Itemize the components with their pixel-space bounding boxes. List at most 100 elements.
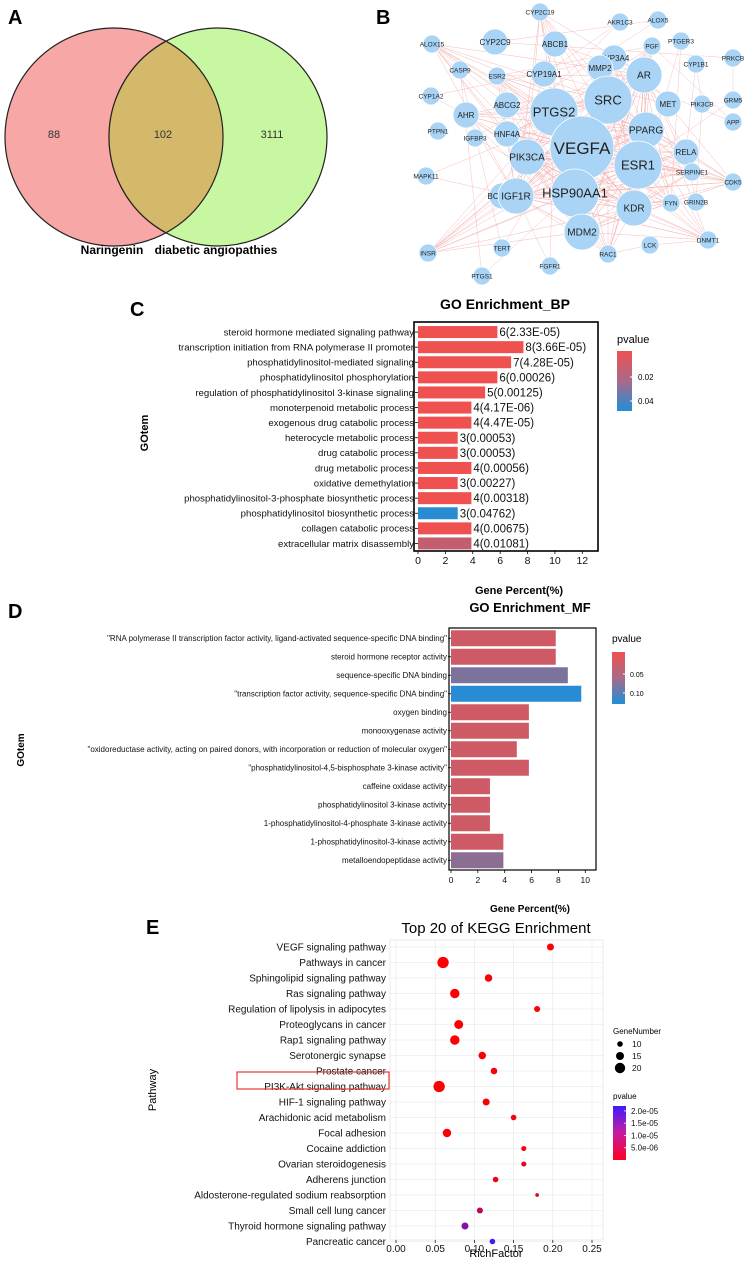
mf-bar-sequence-specific-dna-binding xyxy=(451,667,568,684)
mf-bar-transcription-factor-activity-sequence-specific- xyxy=(451,685,582,702)
network-node-esr2: ESR2 xyxy=(487,66,507,86)
network-node-label-fyn: FYN xyxy=(665,200,678,207)
network-node-vegfa: VEGFA xyxy=(549,115,615,181)
kegg-category-pathways-in-cancer: Pathways in cancer xyxy=(299,958,386,969)
kegg-category-aldosterone-regulated-sodium-reabsorption: Aldosterone-regulated sodium reabsorptio… xyxy=(194,1191,386,1202)
mf-bar-caffeine-oxidase-activity xyxy=(451,778,490,795)
network-node-label-mdm2: MDM2 xyxy=(567,228,597,239)
bp-bar-drug-metabolic-process xyxy=(418,461,472,474)
bp-plot-frame xyxy=(413,321,599,552)
kegg-color-legend-label-1: 1.5e-05 xyxy=(631,1119,659,1128)
kegg-point-ras-signaling-pathway xyxy=(450,988,460,999)
network-node-rac1: RAC1 xyxy=(598,244,618,264)
kegg-category-sphingolipid-signaling-pathway: Sphingolipid signaling pathway xyxy=(249,974,386,985)
network-node-label-met: MET xyxy=(660,100,677,109)
network-node-label-igfbp3: IGFBP3 xyxy=(463,135,487,142)
network-node-circle-esr1 xyxy=(613,140,663,190)
network-node-circle-rac1 xyxy=(598,244,618,264)
network-node-serpine1: SERPINE1 xyxy=(676,162,708,182)
kegg-category-arachidonic-acid-metabolism: Arachidonic acid metabolism xyxy=(259,1113,386,1124)
network-node-pik3cb: PIK3CB xyxy=(690,94,714,114)
ppi-network: CYP2C19 AKR1C3 ALOX5 ALOX15 CYP2C9 ABCB1 PGF PT… xyxy=(413,2,744,286)
venn-diagram: 88 102 3111 Naringenin diabetic angiopat… xyxy=(4,27,328,257)
network-node-pik3ca: PIK3CA xyxy=(508,138,546,176)
network-node-label-ar: AR xyxy=(637,71,651,82)
kegg-category-focal-adhesion: Focal adhesion xyxy=(318,1129,386,1140)
kegg-category-vegf-signaling-pathway: VEGF signaling pathway xyxy=(276,943,386,954)
bp-legend-title: pvalue xyxy=(617,334,649,346)
network-node-alox15: ALOX15 xyxy=(420,34,445,54)
network-node-label-cyp1b1: CYP1B1 xyxy=(684,61,709,68)
bp-legend-tick-label-1: 0.02 xyxy=(638,373,654,382)
network-node-circle-esr2 xyxy=(487,66,507,86)
network-node-cyp2c9: CYP2C9 xyxy=(479,28,511,56)
network-edge-hnf4a-akr1c3 xyxy=(506,21,621,135)
network-node-circle-igfbp3 xyxy=(465,128,485,148)
network-node-label-dnmt1: DNMT1 xyxy=(697,237,720,244)
venn-right-count: 3111 xyxy=(261,129,284,141)
network-node-circle-igf1r xyxy=(497,177,535,215)
kegg-point-regulation-of-lipolysis-in-adipocytes xyxy=(534,1005,541,1013)
network-node-label-casp9: CASP9 xyxy=(449,67,471,74)
bp-y-axis-label: GOtem xyxy=(139,414,151,451)
network-node-circle-ptger3 xyxy=(671,31,691,51)
bp-bar-transcription-initiation-from-rna-polymerase-ii- xyxy=(418,341,524,354)
bp-data-label-drug-metabolic-process: 4(0.00056) xyxy=(473,463,529,475)
mf-legend: pvalue 0.05 0.10 xyxy=(612,634,644,704)
mf-x-tick-label-0: 0 xyxy=(449,875,454,885)
network-node-circle-alox5 xyxy=(648,10,668,30)
kegg-point-vegf-signaling-pathway xyxy=(546,943,554,951)
kegg-category-pancreatic-cancer: Pancreatic cancer xyxy=(306,1237,387,1248)
bp-bar-phosphatidylinositol-3-phosphate-biosynthetic-pr xyxy=(418,492,472,505)
network-edge-insr-bcl2l1 xyxy=(427,195,503,254)
kegg-point-rap1-signaling-pathway xyxy=(450,1035,460,1045)
kegg-category-hif-1-signaling-pathway: HIF-1 signaling pathway xyxy=(279,1098,386,1109)
network-node-label-hsp90aa1: HSP90AA1 xyxy=(542,186,608,201)
network-node-circle-cyp19a1 xyxy=(530,60,558,88)
bp-category-drug-metabolic-process: drug metabolic process xyxy=(315,463,414,474)
mf-category-oxidoreductase-activity-acting-on-paired-donors-: "oxidoreductase activity, acting on pair… xyxy=(87,745,447,754)
bp-data-label-phosphatidylinositol-3-phosphate-biosynthetic-pr: 4(0.00318) xyxy=(473,493,529,505)
bp-bar-exogenous-drug-catabolic-process xyxy=(418,416,472,429)
bp-x-tick-label-6: 12 xyxy=(576,555,588,567)
network-node-abcb1: ABCB1 xyxy=(541,30,569,58)
network-edge-cyp2c19-ar xyxy=(539,11,645,76)
kegg-title: Top 20 of KEGG Enrichment xyxy=(401,920,591,937)
kegg-category-thyroid-hormone-signaling-pathway: Thyroid hormone signaling pathway xyxy=(228,1222,386,1233)
mf-category-sequence-specific-dna-binding: sequence-specific DNA binding xyxy=(336,671,447,680)
network-node-hnf4a: HNF4A xyxy=(493,120,521,148)
network-node-ptger3: PTGER3 xyxy=(668,31,694,51)
network-node-grin2b: GRIN2B xyxy=(684,192,708,212)
network-node-circle-tert xyxy=(492,238,512,258)
network-node-mapk11: MAPK11 xyxy=(413,166,439,186)
mf-y-axis-label: GOtem xyxy=(16,733,27,766)
network-edge-insr-ptgs2 xyxy=(427,111,555,254)
kegg-chart: Top 20 of KEGG Enrichment Pathway VEGF s… xyxy=(147,920,661,1260)
kegg-point-sphingolipid-signaling-pathway xyxy=(484,974,493,982)
network-node-circle-mdm2 xyxy=(563,213,601,251)
network-node-label-kdr: KDR xyxy=(623,204,644,215)
bp-bars xyxy=(418,326,524,550)
network-node-rela: RELA xyxy=(672,138,700,166)
mf-category-phosphatidylinositol-3-kinase-activity: phosphatidylinositol 3-kinase activity xyxy=(318,801,447,810)
network-node-circle-prkcb xyxy=(723,48,743,68)
network-node-label-cyp2c9: CYP2C9 xyxy=(479,38,511,47)
kegg-category-regulation-of-lipolysis-in-adipocytes: Regulation of lipolysis in adipocytes xyxy=(228,1005,386,1016)
network-edge-insr-kdr xyxy=(427,207,635,254)
kegg-size-legend-label-10: 10 xyxy=(632,1039,642,1049)
network-node-label-tert: TERT xyxy=(494,245,511,252)
bp-data-label-oxidative-demethylation: 3(0.00227) xyxy=(460,478,516,490)
network-node-label-ptger3: PTGER3 xyxy=(668,38,694,45)
network-node-label-igf1r: IGF1R xyxy=(501,192,530,203)
bp-category-phosphatidylinositol-mediated-signaling: phosphatidylinositol-mediated signaling xyxy=(247,358,414,369)
network-edge-fyn-ptger3 xyxy=(670,40,682,204)
network-edge-esr2-pgf xyxy=(496,45,653,77)
network-node-tert: TERT xyxy=(492,238,512,258)
network-node-label-cyp1a2: CYP1A2 xyxy=(419,93,444,100)
mf-category-rna-polymerase-ii-transcription-factor-activity-: "RNA polymerase II transcription factor … xyxy=(107,634,447,643)
venn-left-count: 88 xyxy=(48,129,60,141)
network-node-label-mapk11: MAPK11 xyxy=(413,173,439,180)
network-edge-serpine1-igf1r xyxy=(515,171,693,197)
kegg-points xyxy=(433,943,554,1245)
